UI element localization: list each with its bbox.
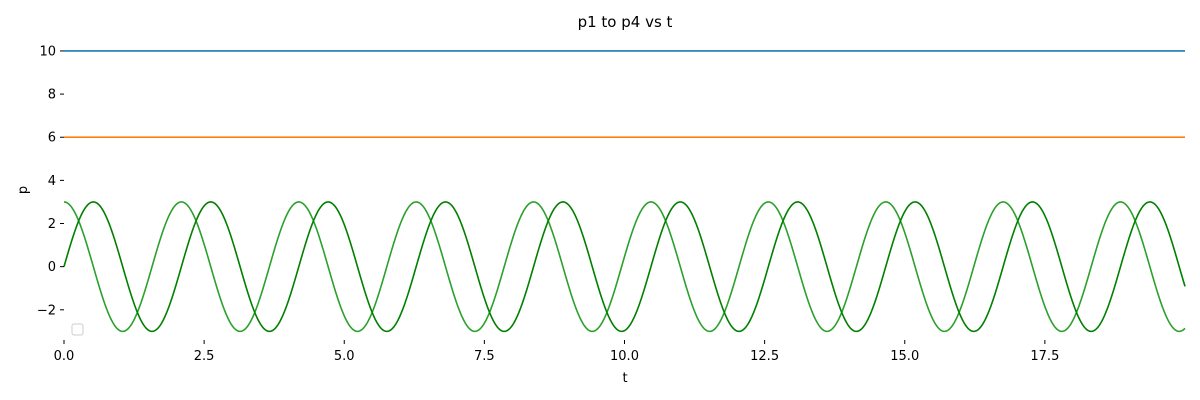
x-tick-label: 7.5: [474, 349, 495, 364]
x-tick-label: 5.0: [334, 349, 355, 364]
series-line-4: [63, 201, 1186, 333]
y-tick-label: 6: [48, 131, 56, 146]
y-tick-label: −2: [37, 303, 56, 318]
x-axis: 0.0 2.5 5.0 7.5 10.0 12.5 15.0 17.5: [54, 340, 1059, 364]
y-axis-label: p: [16, 186, 31, 194]
plot-area: [63, 50, 1186, 333]
y-tick-label: 2: [48, 217, 56, 232]
y-axis: −2 0 2 4 6 8 10: [37, 44, 64, 318]
x-tick-label: 2.5: [194, 349, 215, 364]
series-line-3: [63, 201, 1186, 333]
chart-title: p1 to p4 vs t: [578, 13, 673, 31]
legend: [71, 323, 84, 336]
legend-box: [71, 323, 84, 336]
x-tick-label: 12.5: [750, 349, 779, 364]
x-axis-label: t: [622, 371, 627, 386]
y-tick-label: 10: [39, 44, 56, 59]
y-tick-label: 8: [48, 88, 56, 103]
y-tick-label: 0: [48, 260, 56, 275]
y-tick-label: 4: [48, 174, 56, 189]
x-tick-label: 0.0: [54, 349, 75, 364]
x-tick-label: 10.0: [610, 349, 639, 364]
x-tick-label: 17.5: [1030, 349, 1059, 364]
x-tick-label: 15.0: [890, 349, 919, 364]
